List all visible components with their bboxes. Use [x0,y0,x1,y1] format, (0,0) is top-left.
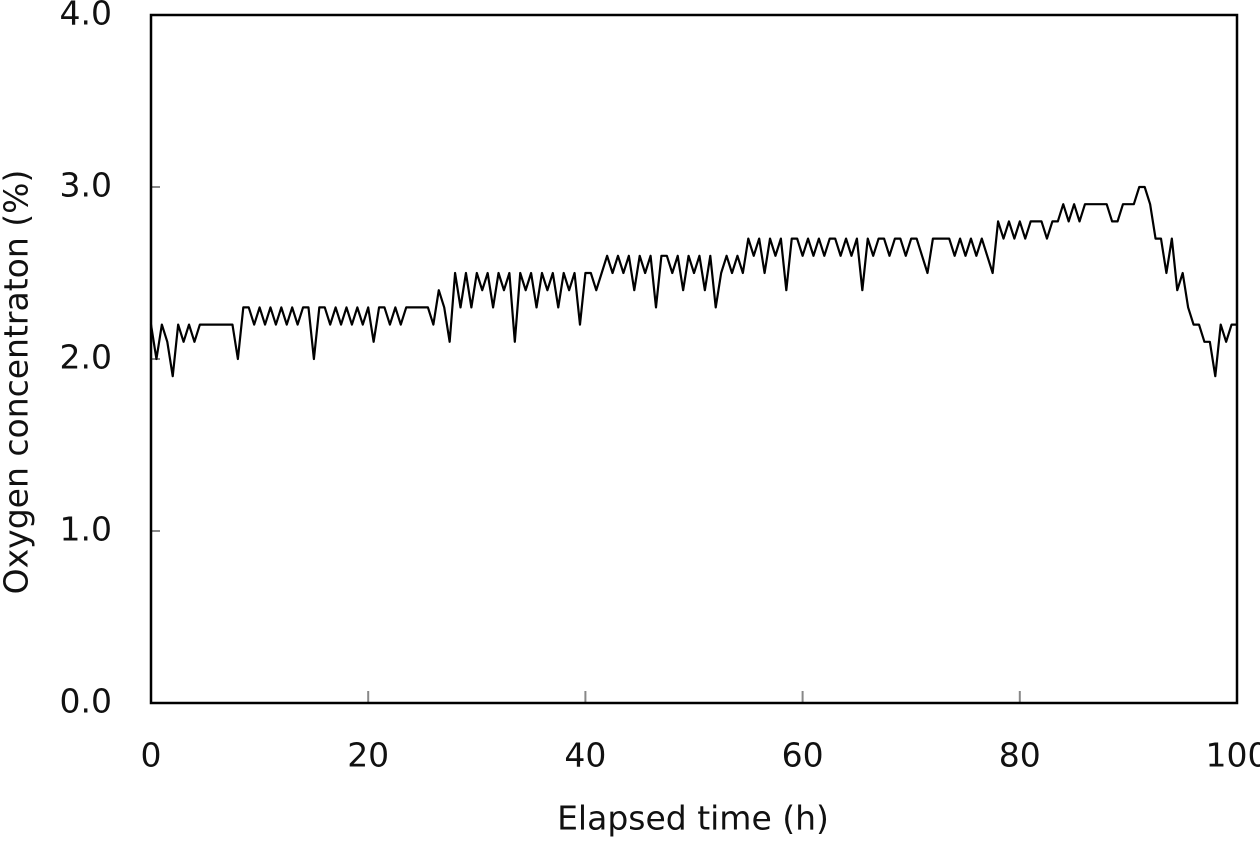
x-tick-label: 80 [999,736,1041,775]
y-tick-label: 2.0 [60,338,112,377]
y-tick-label: 0.0 [60,682,112,721]
x-tick-label: 0 [141,736,162,775]
data-line [149,185,1237,378]
x-tick-label: 40 [564,736,606,775]
plot-frame [149,13,1239,705]
x-tick-label: 60 [782,736,824,775]
y-axis-title: Oxygen concentraton (%) [0,170,36,595]
y-tick-label: 1.0 [60,510,112,549]
x-axis-title: Elapsed time (h) [557,799,829,838]
x-tick-label: 20 [347,736,389,775]
x-tick-label: 100 [1206,736,1260,775]
y-tick-label: 4.0 [60,0,112,33]
y-tick-label: 3.0 [60,166,112,205]
